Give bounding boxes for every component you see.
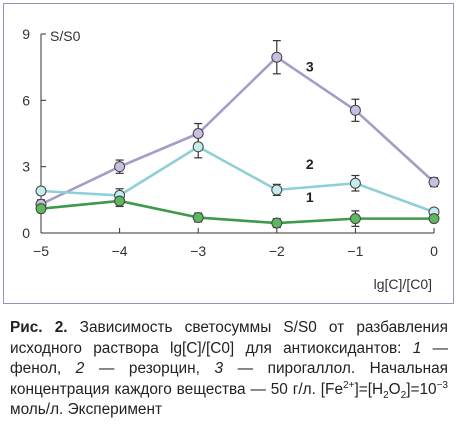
- fe-charge-superscript: 2+: [343, 379, 355, 391]
- curve-label-1: 1: [306, 189, 314, 205]
- caption-formula-value: ]=10: [406, 380, 437, 398]
- curve-label-2: 2: [306, 156, 314, 172]
- x-axis-label: lg[C]/[C0]: [374, 276, 432, 292]
- line-chart: 0 3 6 9 −5 −4 −3 −2 −1 0 S/S0 lg[C]/[C0] 3 2 1: [22, 26, 440, 292]
- series-3-point: [271, 51, 283, 63]
- x-tick-label: −2: [269, 243, 285, 259]
- caption-item-2-number: 2: [75, 360, 85, 377]
- caption-oxygen: O: [388, 380, 401, 398]
- caption-item-3-number: 3: [214, 360, 224, 377]
- curve-label-3: 3: [306, 59, 314, 75]
- x-tick-label: −5: [33, 243, 49, 259]
- series-3-point: [192, 128, 204, 139]
- series-1-point: [35, 203, 47, 215]
- series-2-point: [192, 141, 204, 153]
- series-1-point: [192, 212, 204, 224]
- series-3-point: [349, 104, 361, 116]
- caption-item-2-text: — резорцин,: [84, 360, 215, 377]
- series-1-point: [271, 217, 283, 229]
- caption-item-1-number: 1: [412, 339, 422, 357]
- x-tick-label: −4: [112, 243, 128, 259]
- x-tick-label: 0: [430, 243, 438, 259]
- series-2-point: [349, 177, 361, 189]
- y-tick-label: 9: [22, 26, 30, 42]
- series-3-line: [40, 55, 435, 206]
- series-2-point: [271, 184, 283, 196]
- x-tick-label: −1: [347, 243, 363, 259]
- exponent-superscript: −3: [436, 379, 448, 391]
- caption-formula-text: ]=[H: [354, 380, 384, 398]
- y-axis-label: S/S0: [50, 28, 81, 44]
- o-subscript: 2: [400, 389, 407, 401]
- caption-tail: моль/л. Эксперимент: [10, 401, 163, 418]
- caption-item-3-text: — пирогаллол. Начальная концентрация каж…: [10, 360, 448, 398]
- series-2-line: [40, 145, 435, 214]
- series-3-point: [114, 161, 126, 173]
- h-subscript: 2: [383, 389, 389, 401]
- y-tick-label: 6: [22, 92, 30, 108]
- series-1-point: [428, 213, 440, 225]
- caption-item-1-text: — фенол,: [10, 339, 448, 378]
- caption-label: Рис. 2.: [10, 319, 68, 336]
- caption-text: Зависимость светосуммы S/S0 от разбавлен…: [10, 319, 448, 357]
- series-1-line: [40, 199, 434, 225]
- series-1-point: [349, 213, 361, 225]
- x-tick-label: −3: [190, 243, 206, 259]
- series-3-point: [428, 176, 440, 188]
- y-tick-label: 3: [22, 159, 30, 175]
- y-tick-label: 0: [22, 225, 30, 241]
- figure-caption: Рис. 2. Зависимость светосуммы S/S0 от р…: [10, 318, 448, 421]
- series-2-point: [35, 185, 47, 197]
- chart-frame: 0 3 6 9 −5 −4 −3 −2 −1 0 S/S0 lg[C]/[C0] 3 2 1: [3, 3, 454, 304]
- series-1-point: [114, 195, 126, 207]
